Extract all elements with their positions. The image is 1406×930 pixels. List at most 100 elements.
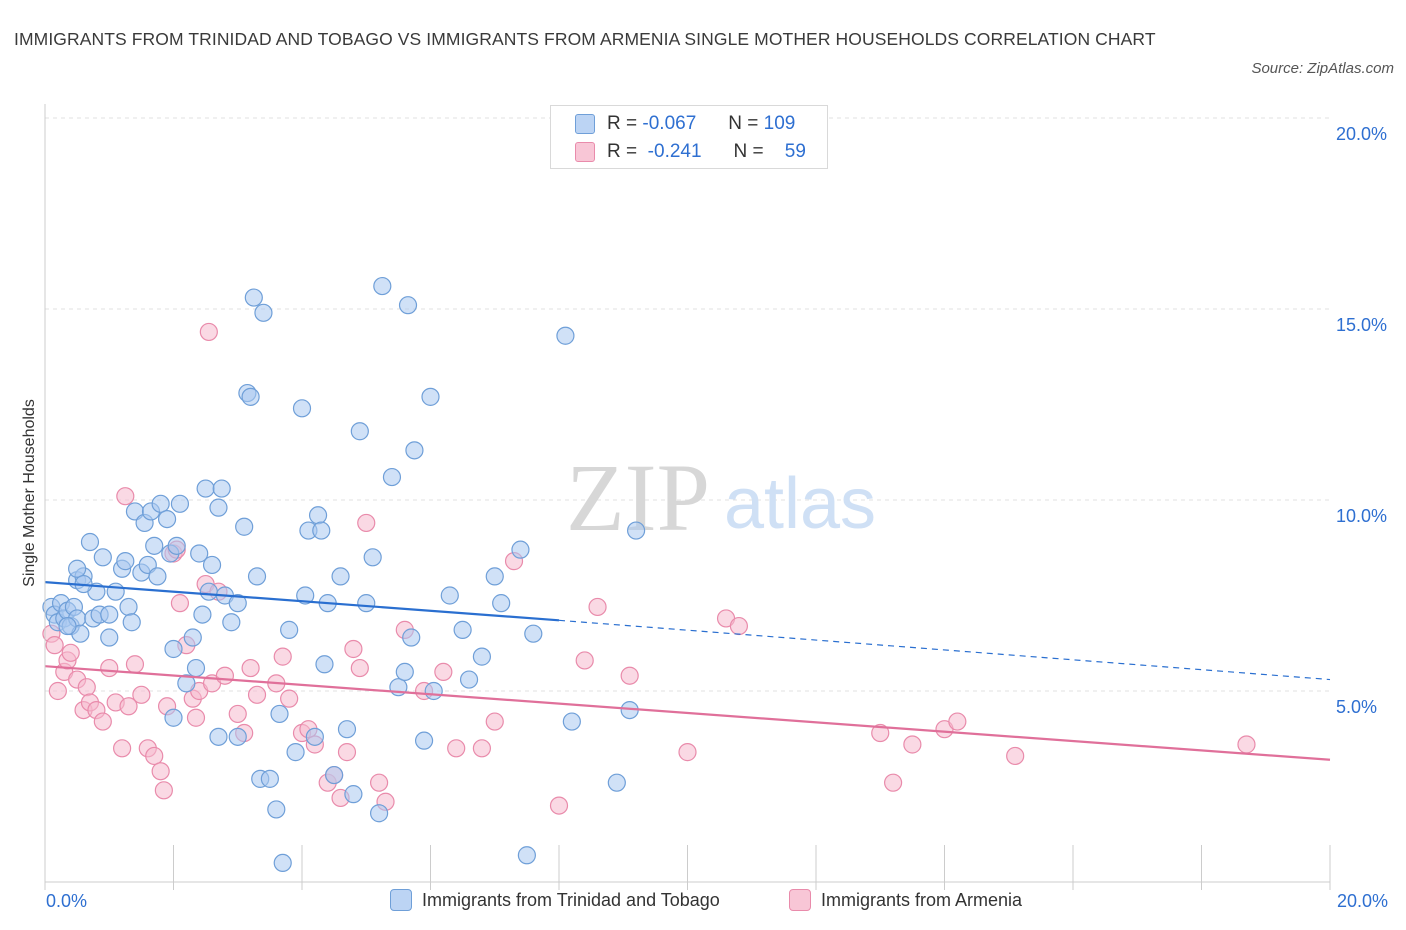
trinidad-point <box>626 521 646 540</box>
trinidad-point <box>363 548 382 567</box>
trinidad-point <box>395 662 414 682</box>
series-legend: Immigrants from Trinidad and Tobago Immi… <box>0 889 1406 915</box>
trinidad-point <box>485 567 504 586</box>
trinidad-point <box>254 303 273 322</box>
trinidad-point <box>292 399 312 418</box>
trinidad-point <box>270 704 289 724</box>
trinidad-point <box>209 498 228 517</box>
legend-swatch-pink <box>789 889 811 911</box>
armenia-point <box>154 781 173 800</box>
armenia-point <box>903 735 922 754</box>
trinidad-point <box>267 800 286 819</box>
armenia-point <box>620 666 639 685</box>
trinidad-point <box>524 624 543 643</box>
legend-n-value: 59 <box>784 141 806 162</box>
armenia-point <box>48 681 67 701</box>
trinidad-point <box>424 681 443 701</box>
trinidad-point <box>492 594 511 613</box>
trinidad-point <box>472 647 491 666</box>
armenia-point <box>119 697 138 716</box>
trinidad-point <box>212 479 231 498</box>
armenia-point <box>588 597 607 617</box>
armenia-point <box>370 773 389 792</box>
series-trinidad-points <box>42 276 646 873</box>
armenia-point <box>116 487 135 506</box>
trinidad-point <box>607 773 626 792</box>
trend-line-trinidad-extension <box>558 619 1331 681</box>
trinidad-point <box>199 582 218 601</box>
x-tick-label: 20.0% <box>1337 891 1389 911</box>
trinidad-point <box>337 720 357 739</box>
armenia-point <box>280 689 299 708</box>
legend-n-label: N = <box>733 141 764 162</box>
trinidad-point <box>562 712 581 731</box>
armenia-point <box>61 643 80 662</box>
armenia-point <box>729 616 749 636</box>
trinidad-point <box>196 479 215 498</box>
trinidad-point <box>517 846 536 865</box>
legend-row-armenia: R = -0.241 N = 59 <box>575 139 806 165</box>
armenia-point <box>447 739 466 758</box>
trinidad-point <box>308 506 328 525</box>
trinidad-point <box>164 639 183 659</box>
armenia-point <box>434 662 453 682</box>
armenia-point <box>247 685 267 704</box>
armenia-point <box>132 685 151 704</box>
legend-n-value: 109 <box>763 113 796 134</box>
trinidad-point <box>440 586 459 605</box>
trinidad-point <box>556 326 575 345</box>
armenia-point <box>170 594 190 613</box>
trinidad-point <box>357 594 376 613</box>
trinidad-point <box>58 616 77 636</box>
trinidad-point <box>228 594 247 613</box>
trinidad-point <box>193 605 212 624</box>
armenia-point <box>871 723 890 743</box>
correlation-legend: R = -0.067 N = 109 R = -0.241 N = 59 <box>550 105 828 169</box>
armenia-point <box>337 743 357 762</box>
armenia-point <box>549 796 569 815</box>
legend-label: Immigrants from Trinidad and Tobago <box>422 889 720 910</box>
trinidad-point <box>122 613 141 632</box>
trinidad-point <box>273 853 292 873</box>
armenia-point <box>93 712 112 731</box>
armenia-point <box>45 636 64 655</box>
trinidad-point <box>344 785 363 804</box>
legend-swatch-blue <box>575 114 595 134</box>
legend-r-label: R = <box>607 141 638 162</box>
trinidad-point <box>100 628 119 647</box>
trend-line-trinidad <box>44 581 560 622</box>
trinidad-point <box>80 532 100 552</box>
armenia-point <box>77 678 96 697</box>
trinidad-point <box>296 586 315 605</box>
trinidad-point <box>459 670 479 689</box>
armenia-point <box>575 651 594 670</box>
trinidad-point <box>325 765 344 785</box>
trinidad-point <box>228 727 247 746</box>
trinidad-point <box>453 620 472 639</box>
y-tick-label: 20.0% <box>1336 124 1388 144</box>
armenia-point <box>350 658 369 678</box>
x-tick-label: 0.0% <box>46 891 88 911</box>
trinidad-point <box>260 769 279 788</box>
trinidad-point <box>93 548 112 567</box>
trinidad-point <box>209 727 228 746</box>
legend-n-label: N = <box>728 113 759 134</box>
trinidad-point <box>382 467 402 487</box>
trinidad-point <box>286 743 305 762</box>
legend-r-label: R = <box>607 113 638 134</box>
trinidad-point <box>116 552 135 571</box>
trinidad-point <box>398 296 418 315</box>
trinidad-point <box>241 387 260 406</box>
trinidad-point <box>280 620 299 639</box>
armenia-point <box>228 704 247 724</box>
trinidad-point <box>100 605 119 624</box>
trinidad-point <box>235 517 254 536</box>
trinidad-point <box>151 494 170 513</box>
armenia-point <box>215 666 234 685</box>
trinidad-point <box>164 708 183 727</box>
armenia-point <box>485 712 504 731</box>
armenia-point <box>151 762 170 781</box>
armenia-point <box>678 743 697 762</box>
trinidad-point <box>350 422 369 441</box>
armenia-point <box>125 655 145 674</box>
